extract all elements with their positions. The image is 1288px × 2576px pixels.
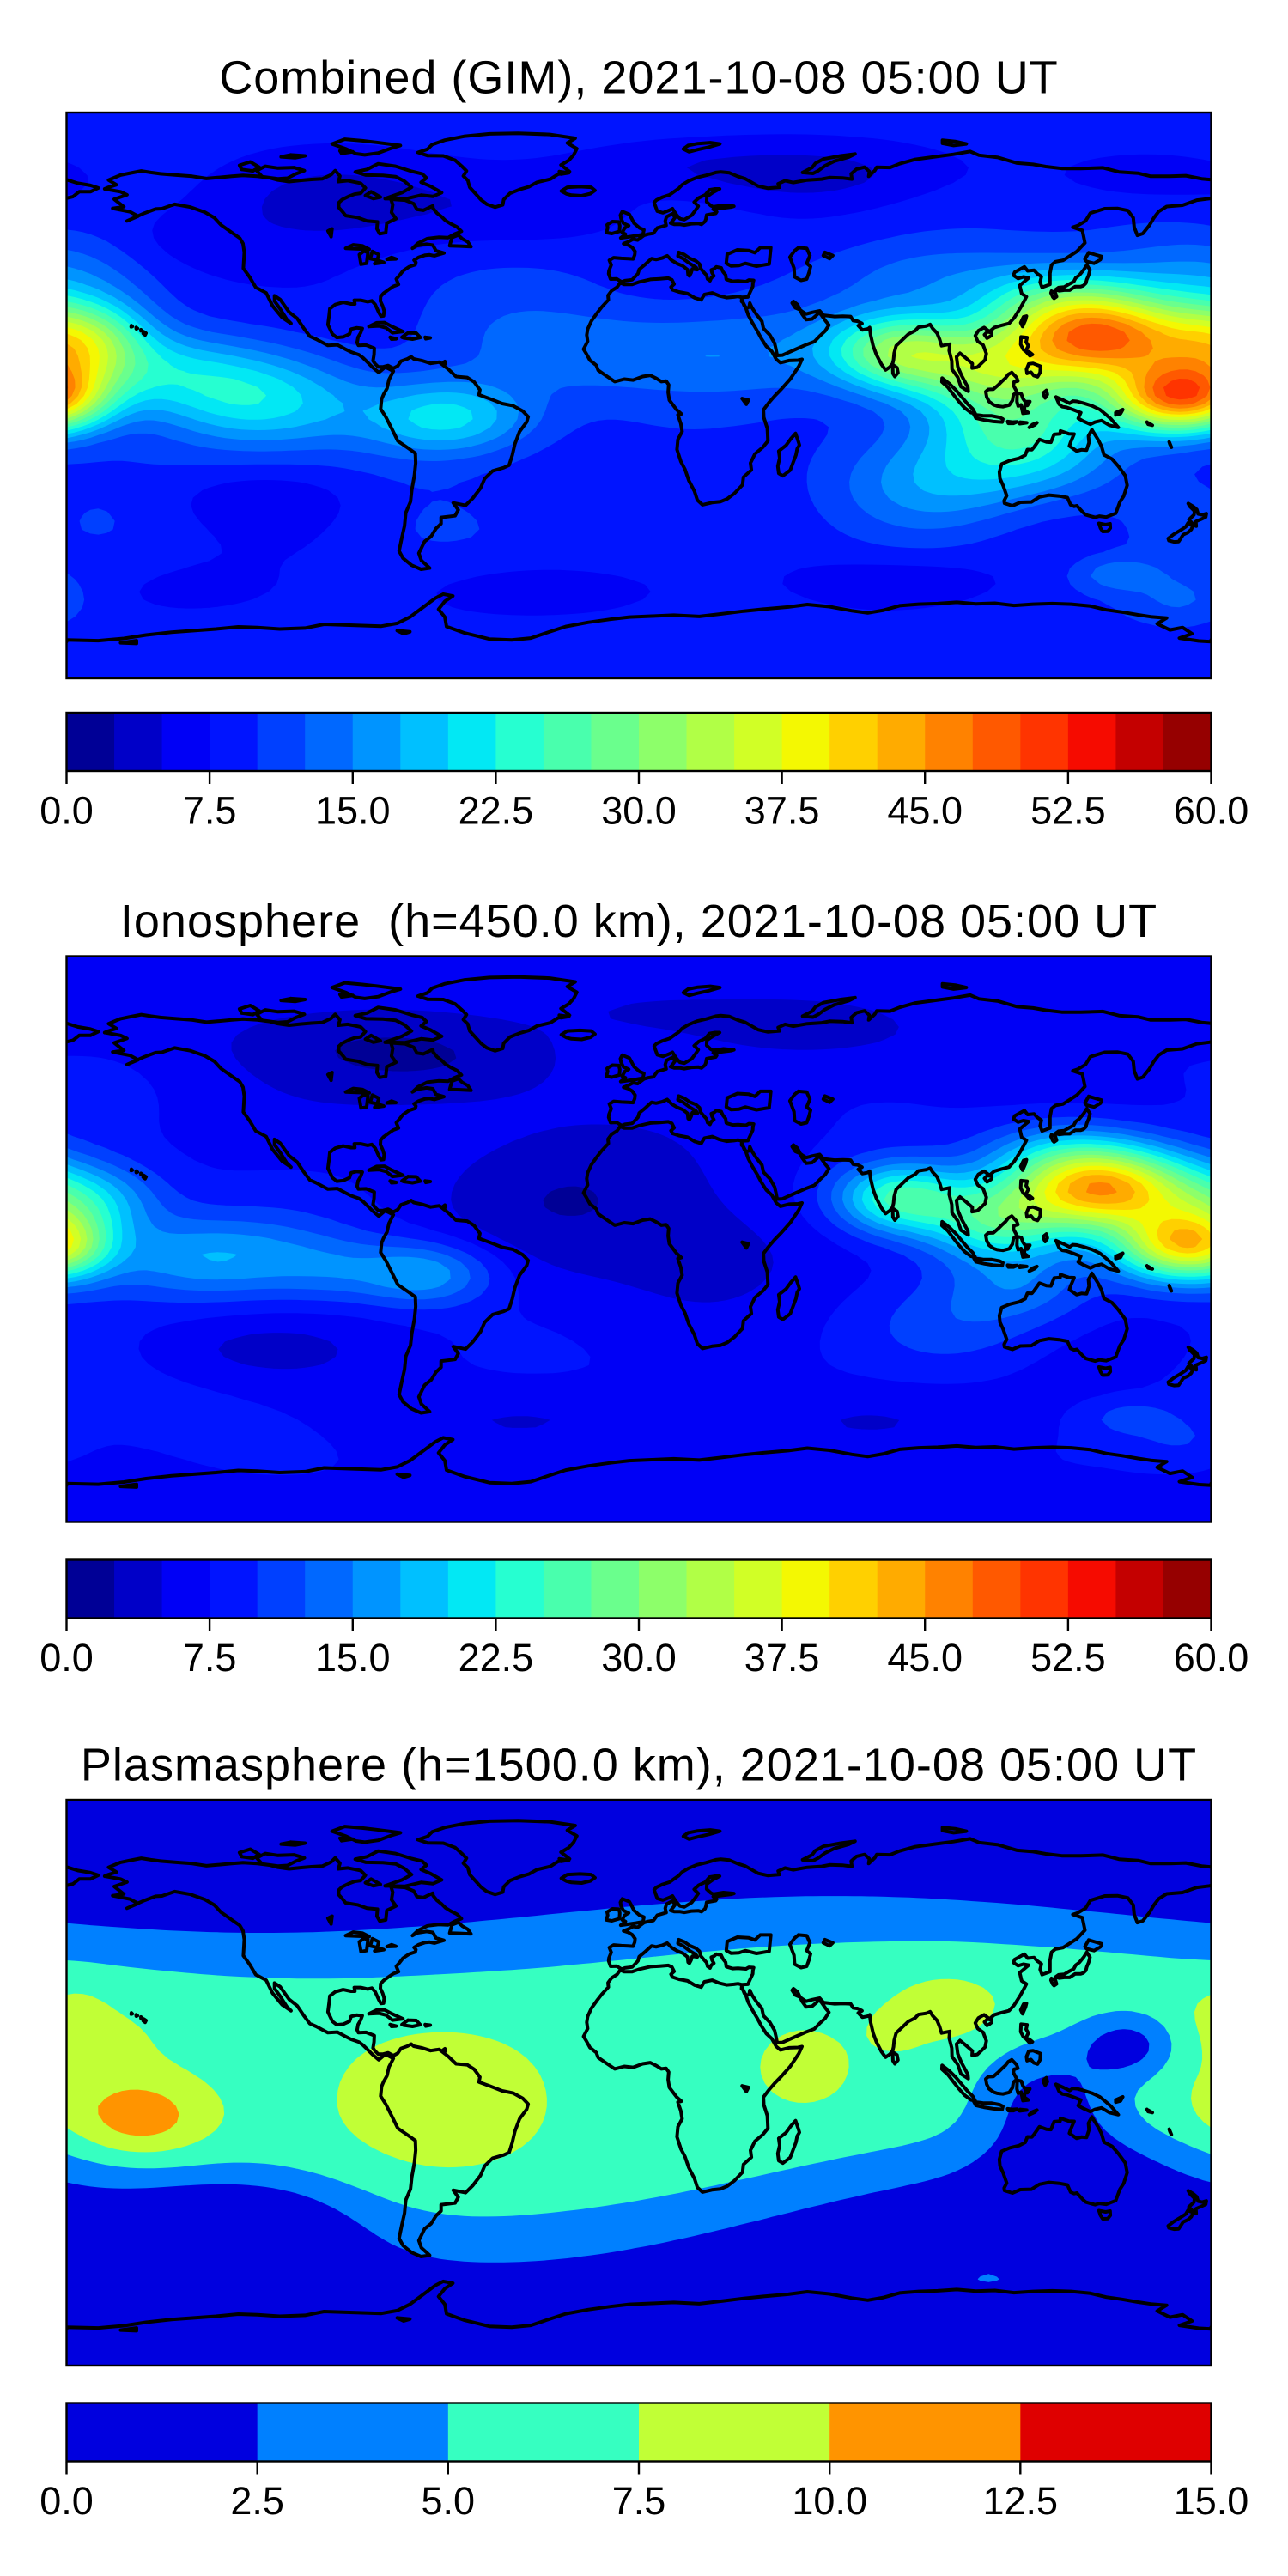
svg-text:15.0: 15.0 bbox=[1174, 2479, 1249, 2523]
svg-text:52.5: 52.5 bbox=[1030, 789, 1106, 833]
svg-text:0.0: 0.0 bbox=[39, 1636, 94, 1680]
svg-text:Ionosphere (h=450.0 km), 2021: Ionosphere (h=450.0 km), 2021-10-08 05:0… bbox=[120, 896, 1157, 947]
svg-text:15.0: 15.0 bbox=[315, 789, 391, 833]
svg-text:37.5: 37.5 bbox=[744, 1636, 820, 1680]
svg-text:30.0: 30.0 bbox=[601, 1636, 677, 1680]
svg-text:7.5: 7.5 bbox=[612, 2479, 666, 2523]
svg-text:22.5: 22.5 bbox=[459, 1636, 534, 1680]
svg-text:Plasmasphere (h=1500.0 km), 20: Plasmasphere (h=1500.0 km), 2021-10-08 0… bbox=[81, 1740, 1197, 1791]
svg-text:52.5: 52.5 bbox=[1030, 1636, 1106, 1680]
svg-text:7.5: 7.5 bbox=[183, 789, 237, 833]
svg-text:5.0: 5.0 bbox=[422, 2479, 476, 2523]
svg-text:22.5: 22.5 bbox=[459, 789, 534, 833]
svg-text:60.0: 60.0 bbox=[1174, 1636, 1249, 1680]
svg-text:37.5: 37.5 bbox=[744, 789, 820, 833]
svg-text:0.0: 0.0 bbox=[39, 789, 94, 833]
svg-text:7.5: 7.5 bbox=[183, 1636, 237, 1680]
svg-text:45.0: 45.0 bbox=[887, 1636, 963, 1680]
svg-text:30.0: 30.0 bbox=[601, 789, 677, 833]
svg-text:Combined (GIM), 2021-10-08 05:: Combined (GIM), 2021-10-08 05:00 UT bbox=[219, 52, 1058, 104]
svg-text:0.0: 0.0 bbox=[39, 2479, 94, 2523]
svg-text:45.0: 45.0 bbox=[887, 789, 963, 833]
svg-text:2.5: 2.5 bbox=[230, 2479, 284, 2523]
svg-text:12.5: 12.5 bbox=[983, 2479, 1059, 2523]
svg-text:15.0: 15.0 bbox=[315, 1636, 391, 1680]
svg-text:60.0: 60.0 bbox=[1174, 789, 1249, 833]
svg-text:10.0: 10.0 bbox=[792, 2479, 867, 2523]
